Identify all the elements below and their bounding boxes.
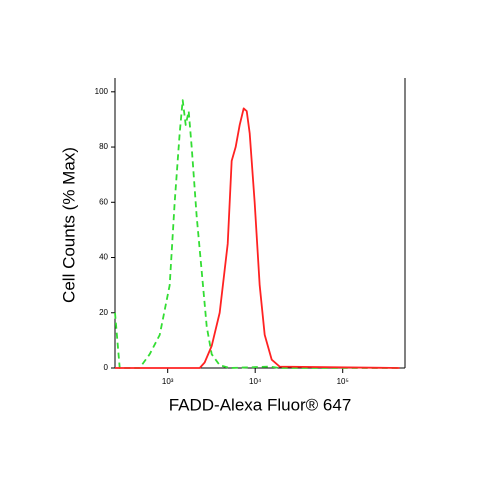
series-line	[115, 107, 400, 369]
series-line	[114, 99, 400, 369]
x-tick-label: 10⁴	[249, 377, 262, 386]
y-tick-label: 40	[99, 253, 108, 262]
y-tick-label: 20	[99, 308, 108, 317]
y-tick-label: 60	[99, 197, 108, 206]
y-tick-label: 100	[95, 87, 109, 96]
y-axis-title: Cell Counts (% Max)	[59, 147, 78, 303]
y-tick-label: 80	[99, 142, 108, 151]
x-tick-label: 10³	[162, 377, 174, 386]
x-tick-label: 10⁵	[337, 377, 349, 386]
x-axis-title: FADD-Alexa Fluor® 647	[169, 395, 352, 414]
y-tick-label: 0	[104, 363, 109, 372]
